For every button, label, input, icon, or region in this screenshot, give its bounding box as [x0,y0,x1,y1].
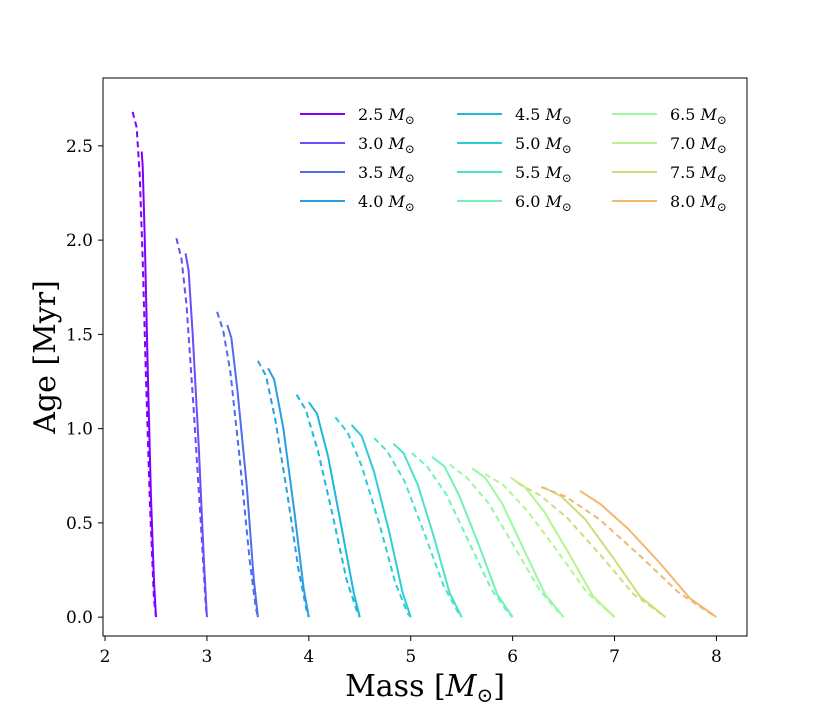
series-6-0-dashed-line [411,452,514,618]
legend-label-3-5: 3.5 M⊙ [358,163,415,185]
legend: 2.5 M⊙ 3.0 M⊙ 3.5 M⊙ 4.0 M⊙ 4.5 M⊙ 5.0 M⊙ 5.5 … [300,105,727,214]
x-tick-label-6: 6 [507,647,518,667]
legend-label-2-5: 2.5 M⊙ [358,105,415,127]
series-5-0-solid-line [350,424,412,618]
series-8-0-solid-line [579,489,717,618]
series-4-5-dashed-line [295,394,361,618]
legend-label-7-0: 7.0 M⊙ [670,134,727,156]
y-axis-ticks: 0.0 0.5 1.0 1.5 2.0 2.5 [66,137,103,628]
series-6-0-solid-line [431,456,514,618]
series-5-5-solid-line [392,442,463,618]
legend-label-5-5: 5.5 M⊙ [515,163,572,185]
y-tick-label-0.5: 0.5 [66,514,93,534]
legend-label-8-0: 8.0 M⊙ [670,192,727,214]
x-tick-label-5: 5 [405,647,416,667]
series-6-5-dashed-line [448,463,565,618]
series-3-5-dashed-line [216,311,259,618]
x-tick-label-3: 3 [202,647,213,667]
y-tick-label-0.0: 0.0 [66,608,93,628]
y-tick-label-1.0: 1.0 [66,420,93,440]
legend-label-7-5: 7.5 M⊙ [670,163,727,185]
legend-label-6-0: 6.0 M⊙ [515,192,572,214]
series-2-5-solid-line [140,151,157,618]
x-tick-label-8: 8 [711,647,722,667]
y-tick-label-1.5: 1.5 [66,325,93,345]
x-tick-label-7: 7 [609,647,620,667]
series-3-0-solid-line [184,253,208,618]
x-axis-ticks: 2 3 4 5 6 7 8 [100,636,722,667]
y-tick-label-2.0: 2.0 [66,231,93,251]
legend-label-4-5: 4.5 M⊙ [515,105,572,127]
series-7-5-solid-line [542,486,667,618]
legend-label-6-5: 6.5 M⊙ [670,105,727,127]
series-7-0-dashed-line [484,473,616,618]
legend-label-5-0: 5.0 M⊙ [515,134,572,156]
legend-label-4-0: 4.0 M⊙ [358,192,415,214]
series-5-0-dashed-line [334,416,412,618]
legend-label-3-0: 3.0 M⊙ [358,134,415,156]
series-3-0-dashed-line [175,237,208,618]
y-axis-label: Age [Myr] [28,280,63,435]
series-3-5-solid-line [226,324,259,618]
x-axis-label: Mass [M⊙] [345,669,505,707]
series-6-5-solid-line [471,467,565,618]
plot-frame [102,77,748,637]
series-layer [131,111,717,618]
y-tick-label-2.5: 2.5 [66,137,93,157]
series-4-5-solid-line [307,401,361,618]
x-tick-label-4: 4 [303,647,314,667]
x-tick-label-2: 2 [100,647,111,667]
series-4-0-dashed-line [257,360,310,618]
series-4-0-solid-line [267,367,310,618]
